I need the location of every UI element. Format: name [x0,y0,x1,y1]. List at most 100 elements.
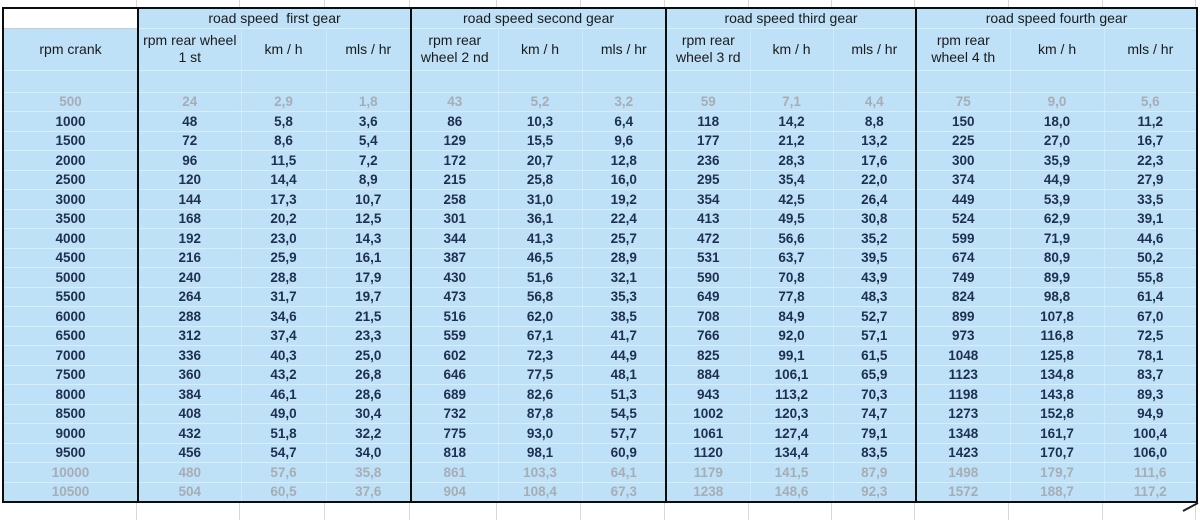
data-cell: 35,3 [582,287,667,307]
data-cell: 32,2 [326,423,412,444]
data-cell: 70,3 [833,384,917,405]
data-cell: 100,4 [1104,423,1198,444]
rpm-crank-cell: 7000 [3,345,139,366]
table-row: 2500 120 14,4 8,9 215 25,8 16,0 295 35,4 22,0 374 4… [3,170,1198,190]
data-cell: 943 [665,384,751,405]
gridline-cell [581,502,665,520]
gridline-cell [1009,0,1103,7]
data-cell: 65,9 [833,365,917,385]
data-cell: 1348 [915,423,1011,444]
data-cell: 973 [915,326,1011,346]
data-cell: 2,9 [241,92,327,112]
data-cell: 599 [915,228,1011,249]
data-cell: 72 [137,131,242,151]
data-cell: 649 [665,287,751,307]
data-cell: 25,9 [241,248,327,268]
data-cell: 71,9 [1010,228,1105,249]
data-cell: 1273 [915,404,1011,424]
data-cell: 82,6 [498,384,583,405]
rpm-crank-cell: 6000 [3,306,139,327]
data-cell: 33,5 [1104,189,1198,210]
gridline-cell [2,502,137,520]
data-cell: 22,0 [833,170,917,190]
data-cell: 41,7 [582,326,667,346]
data-cell: 93,0 [498,423,583,444]
spacer-cell [137,70,242,93]
data-cell: 10,7 [326,189,412,210]
data-cell: 20,2 [241,209,327,229]
data-cell: 108,4 [498,482,583,502]
data-cell: 1,8 [326,92,412,112]
data-cell: 23,3 [326,326,412,346]
gridline-cell [137,502,240,520]
rpm-crank-cell: 3500 [3,209,139,229]
data-cell: 56,8 [498,287,583,307]
table-row: 500 24 2,9 1,8 43 5,2 3,2 59 7,1 4,4 75 9,0 5,6 [3,92,1198,112]
data-cell: 516 [410,306,499,327]
data-cell: 6,4 [582,111,667,132]
data-cell: 96 [137,150,242,171]
data-cell: 559 [410,326,499,346]
data-cell: 531 [665,248,751,268]
data-cell: 84,9 [750,306,834,327]
data-cell: 103,3 [498,462,583,483]
data-cell: 384 [137,384,242,405]
data-cell: 27,0 [1010,131,1105,151]
road-speed-table: road speed first gear road speed second … [2,7,1199,503]
data-cell: 11,2 [1104,111,1198,132]
data-cell: 61,5 [833,345,917,366]
data-cell: 1002 [665,404,751,424]
spacer-cell [326,70,412,93]
data-cell: 590 [665,267,751,288]
rpm-crank-cell: 6500 [3,326,139,346]
rpm-crank-cell: 8000 [3,384,139,405]
data-cell: 16,1 [326,248,412,268]
data-cell: 38,5 [582,306,667,327]
data-cell: 732 [410,404,499,424]
data-cell: 708 [665,306,751,327]
data-cell: 1498 [915,462,1011,483]
data-cell: 49,5 [750,209,834,229]
rpm-crank-cell: 8500 [3,404,139,424]
data-cell: 344 [410,228,499,249]
table-row: 4000 192 23,0 14,3 344 41,3 25,7 472 56,6 35,2 599… [3,228,1198,249]
data-cell: 179,7 [1010,462,1105,483]
data-cell: 129 [410,131,499,151]
data-cell: 43,2 [241,365,327,385]
data-cell: 27,9 [1104,170,1198,190]
data-cell: 111,6 [1104,462,1198,483]
rpm-crank-cell: 10000 [3,462,139,483]
data-cell: 106,1 [750,365,834,385]
data-cell: 89,3 [1104,384,1198,405]
data-cell: 28,3 [750,150,834,171]
data-cell: 72,3 [498,345,583,366]
data-cell: 67,0 [1104,306,1198,327]
col-header-rpm-rear-3: rpm rear wheel 3 rd [665,28,751,71]
data-cell: 55,8 [1104,267,1198,288]
data-cell: 152,8 [1010,404,1105,424]
data-cell: 602 [410,345,499,366]
data-cell: 56,6 [750,228,834,249]
data-cell: 35,9 [1010,150,1105,171]
data-cell: 44,9 [582,345,667,366]
data-cell: 35,2 [833,228,917,249]
spacer-cell [3,70,139,93]
col-header-mls-3: mls / hr [833,28,917,71]
data-cell: 17,9 [326,267,412,288]
data-cell: 54,5 [582,404,667,424]
data-cell: 92,3 [833,482,917,502]
data-cell: 64,1 [582,462,667,483]
data-cell: 215 [410,170,499,190]
data-cell: 9,0 [1010,92,1105,112]
data-cell: 60,5 [241,482,327,502]
data-cell: 51,8 [241,423,327,444]
table-body: 500 24 2,9 1,8 43 5,2 3,2 59 7,1 4,4 75 9,0 5,6 1000 4… [3,92,1198,502]
table-row: 9000 432 51,8 32,2 775 93,0 57,7 1061 127,4 79,1 1… [3,423,1198,444]
data-cell: 8,9 [326,170,412,190]
data-cell: 49,0 [241,404,327,424]
table-row: 10000 480 57,6 35,8 861 103,3 64,1 1179 141,5 87,… [3,462,1198,483]
col-header-kmh-4: km / h [1010,28,1105,71]
data-cell: 32,1 [582,267,667,288]
gridline-cell [410,502,497,520]
